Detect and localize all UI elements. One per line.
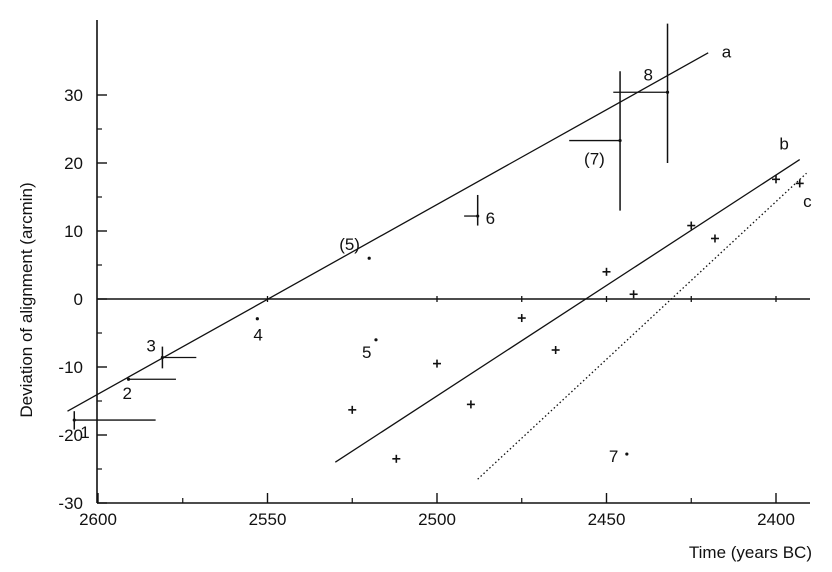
line-label-a: a xyxy=(722,43,732,62)
line-label-c: c xyxy=(803,192,812,211)
line-label-b: b xyxy=(779,134,788,153)
observation-point xyxy=(367,256,371,260)
y-axis-title: Deviation of alignment (arcmin) xyxy=(17,182,36,417)
axes-frame xyxy=(96,20,810,504)
point-label: 8 xyxy=(644,65,653,84)
y-tick-label: -10 xyxy=(58,358,83,377)
y-tick-label: 30 xyxy=(64,86,83,105)
point-label: 2 xyxy=(123,384,132,403)
point-label: 6 xyxy=(486,209,495,228)
data-points xyxy=(72,23,804,463)
point-label: (7) xyxy=(584,150,605,169)
y-tick-label: -30 xyxy=(58,494,83,513)
x-tick-label: 2450 xyxy=(588,510,626,529)
observation-point xyxy=(374,338,378,342)
y-tick-label: 0 xyxy=(74,290,83,309)
y-tick-label: 20 xyxy=(64,154,83,173)
point-label: 7 xyxy=(609,447,618,466)
x-tick-label: 2500 xyxy=(418,510,456,529)
x-tick-label: 2400 xyxy=(757,510,795,529)
y-tick-label: 10 xyxy=(64,222,83,241)
point-label: 3 xyxy=(146,336,155,355)
point-label: 4 xyxy=(253,326,262,345)
x-axis-title: Time (years BC) xyxy=(689,543,812,562)
observation-point xyxy=(625,452,629,456)
fit-lines xyxy=(67,52,810,480)
point-label: 1 xyxy=(80,423,89,442)
fit-line-c xyxy=(477,172,807,480)
chart-labels: a b c 1 2 3 4 (5) 5 6 (7) 7 8 xyxy=(80,43,812,466)
fit-line-a xyxy=(67,52,709,412)
x-tick-label: 2550 xyxy=(249,510,287,529)
x-tick-label: 2600 xyxy=(79,510,117,529)
fit-line-b xyxy=(334,159,801,463)
observation-point xyxy=(255,317,259,321)
point-label: 5 xyxy=(362,343,371,362)
point-label: (5) xyxy=(339,235,360,254)
y-tick-label: -20 xyxy=(58,426,83,445)
